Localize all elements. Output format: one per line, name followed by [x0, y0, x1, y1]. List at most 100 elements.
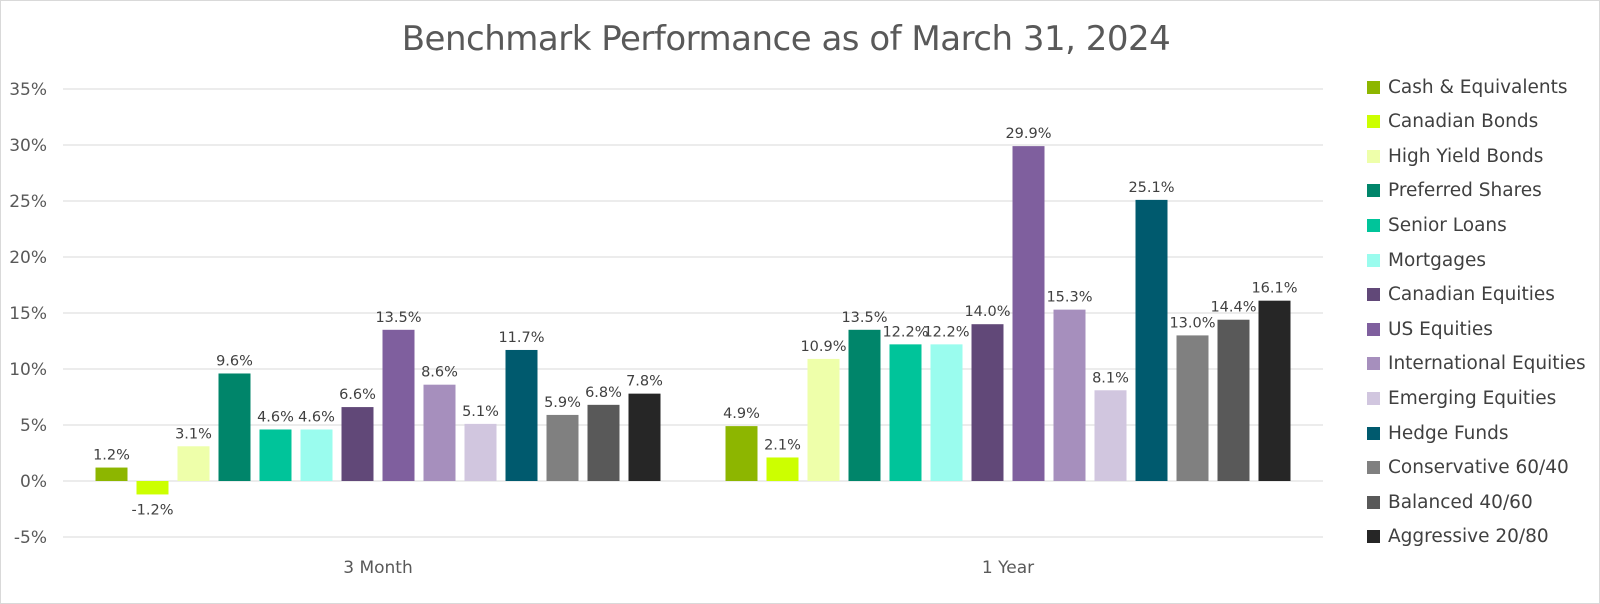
bar-cash-equivalents-1	[725, 426, 758, 481]
data-label: 5.1%	[462, 404, 499, 420]
legend-item: Preferred Shares	[1367, 179, 1542, 203]
y-tick-label: 15%	[9, 304, 47, 324]
y-tick-label: 5%	[20, 416, 47, 436]
legend-label: Hedge Funds	[1388, 422, 1509, 444]
legend-swatch	[1367, 184, 1380, 198]
data-label: 12.2%	[923, 324, 969, 340]
bar-international-equities-1	[1053, 309, 1086, 481]
legend-swatch	[1367, 495, 1380, 509]
legend-swatch	[1367, 461, 1380, 475]
data-label: 10.9%	[800, 339, 846, 355]
data-label: 13.5%	[841, 310, 887, 326]
legend-item: Aggressive 20/80	[1367, 525, 1549, 549]
gridlines	[63, 88, 1323, 538]
legend-item: Senior Loans	[1367, 213, 1507, 237]
bar-preferred-shares-0	[218, 373, 251, 481]
data-label: 8.6%	[421, 365, 458, 381]
legend-item: Canadian Bonds	[1367, 110, 1538, 134]
bar-emerging-equities-1	[1094, 390, 1127, 481]
x-category-label: 1 Year	[982, 558, 1034, 578]
legend-swatch	[1367, 322, 1380, 336]
legend-swatch	[1367, 218, 1380, 232]
legend-label: Preferred Shares	[1388, 180, 1542, 202]
y-tick-label: 0%	[20, 472, 47, 492]
bar-cash-equivalents-0	[95, 467, 128, 481]
legend-swatch	[1367, 253, 1380, 267]
y-tick-label: 20%	[9, 248, 47, 268]
data-label: 6.6%	[339, 387, 376, 403]
bar-us-equities-1	[1012, 146, 1045, 481]
data-label: 9.6%	[216, 353, 253, 369]
legend-label: Emerging Equities	[1388, 387, 1557, 409]
legend-label: Balanced 40/60	[1388, 491, 1533, 513]
legend-item: Cash & Equivalents	[1367, 75, 1568, 99]
data-label: 1.2%	[93, 448, 130, 464]
legend-item: Hedge Funds	[1367, 421, 1509, 445]
bar-senior-loans-1	[889, 344, 922, 481]
bar-canadian-equities-1	[971, 324, 1004, 481]
legend-swatch	[1367, 357, 1380, 371]
data-labels: 1.2%-1.2%3.1%9.6%4.6% 4.6%6.6%13.5%8.6%5.…	[93, 126, 1297, 518]
bar-emerging-equities-0	[464, 423, 497, 481]
legend-swatch	[1367, 115, 1380, 129]
data-label: 3.1%	[175, 426, 212, 442]
data-label: 8.1%	[1092, 370, 1129, 386]
y-tick-label: 35%	[9, 80, 47, 100]
x-category-label: 3 Month	[343, 558, 413, 578]
bar-hedge-funds-0	[505, 349, 538, 481]
legend-label: Senior Loans	[1388, 214, 1507, 236]
y-tick-label: 25%	[9, 192, 47, 212]
data-label: 6.8%	[585, 385, 622, 401]
legend-item: Canadian Equities	[1367, 283, 1555, 307]
y-tick-label: -5%	[14, 528, 47, 548]
data-label: 4.6%	[298, 409, 335, 425]
bar-high-yield-bonds-1	[807, 358, 840, 481]
legend-label: US Equities	[1388, 318, 1493, 340]
legend-label: Canadian Bonds	[1388, 111, 1539, 133]
legend-label: Conservative 60/40	[1388, 457, 1569, 479]
data-label: 7.8%	[626, 374, 663, 390]
bar-high-yield-bonds-0	[177, 446, 210, 481]
legend-swatch	[1367, 288, 1380, 302]
legend-item: US Equities	[1367, 317, 1493, 341]
legend-swatch	[1367, 80, 1380, 94]
chart-title: Benchmark Performance as of March 31, 20…	[401, 19, 1171, 59]
legend-item: International Equities	[1367, 352, 1586, 376]
data-label: 14.0%	[964, 304, 1010, 320]
data-label: 13.5%	[375, 310, 421, 326]
bar-international-equities-0	[423, 384, 456, 481]
bars	[95, 146, 1291, 495]
bar-senior-loans-0	[259, 429, 292, 481]
bar-aggressive-20-80-0	[628, 393, 661, 481]
data-label: 12.2%	[882, 324, 928, 340]
bar-canadian-equities-0	[341, 407, 374, 481]
legend-label: International Equities	[1388, 353, 1586, 375]
legend-label: High Yield Bonds	[1388, 145, 1544, 167]
data-label: 11.7%	[498, 330, 544, 346]
legend-label: Mortgages	[1388, 249, 1486, 271]
bar-preferred-shares-1	[848, 329, 881, 481]
data-label: 13.0%	[1169, 315, 1215, 331]
data-label: 16.1%	[1251, 281, 1297, 297]
data-label: 2.1%	[764, 437, 801, 453]
legend-item: Emerging Equities	[1367, 386, 1556, 410]
legend-swatch	[1367, 149, 1380, 163]
legend-label: Cash & Equivalents	[1388, 76, 1568, 98]
data-label: 25.1%	[1128, 180, 1174, 196]
y-tick-label: 10%	[9, 360, 47, 380]
legend-label: Aggressive 20/80	[1388, 526, 1549, 548]
data-label: 5.9%	[544, 395, 581, 411]
y-tick-label: 30%	[9, 136, 47, 156]
data-label: 4.6%	[257, 409, 294, 425]
bar-canadian-bonds-0	[136, 481, 169, 495]
legend-item: High Yield Bonds	[1367, 144, 1543, 168]
data-label: 15.3%	[1046, 290, 1092, 306]
bar-mortgages-0	[300, 429, 333, 481]
bar-mortgages-1	[930, 344, 963, 481]
legend-label: Canadian Equities	[1388, 284, 1555, 306]
legend-item: Mortgages	[1367, 248, 1486, 272]
bar-conservative-60-40-1	[1176, 335, 1209, 481]
legend-swatch	[1367, 530, 1380, 544]
bar-canadian-bonds-1	[766, 457, 799, 481]
